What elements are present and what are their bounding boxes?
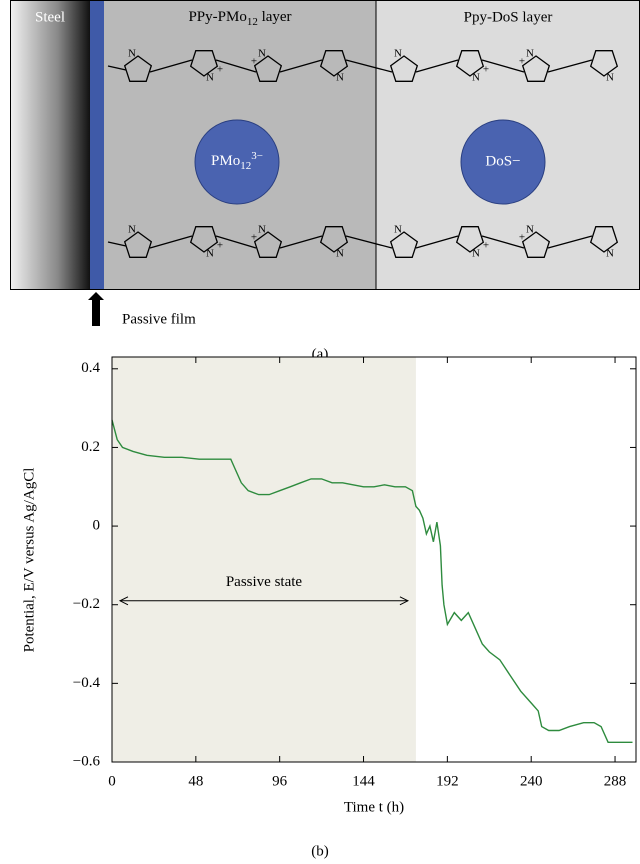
ion-label: DoS− bbox=[485, 153, 520, 169]
x-tick-label: 192 bbox=[436, 773, 459, 789]
text: 12 bbox=[247, 16, 258, 28]
atom: N bbox=[394, 224, 402, 236]
arrow-head bbox=[88, 292, 104, 300]
ion-label: PMo123− bbox=[211, 150, 263, 172]
arrow-head bbox=[399, 596, 410, 606]
ring bbox=[253, 55, 283, 82]
x-axis-label: Time t (h) bbox=[344, 799, 404, 815]
x-tick-label: 96 bbox=[272, 773, 288, 789]
ring bbox=[123, 231, 153, 258]
bond bbox=[149, 59, 193, 73]
bond bbox=[107, 241, 127, 247]
text: 3− bbox=[251, 150, 263, 162]
atom: N bbox=[258, 224, 266, 236]
charge: + bbox=[483, 64, 489, 76]
bond bbox=[279, 235, 323, 249]
text: 12 bbox=[240, 160, 251, 172]
steel-label: Steel bbox=[35, 9, 65, 25]
y-tick-label: −0.4 bbox=[73, 675, 101, 691]
arrow-shaft bbox=[92, 300, 100, 326]
bond bbox=[149, 235, 193, 249]
bond bbox=[279, 59, 323, 73]
y-axis-label: Potential, E/V versus Ag/AgCl bbox=[21, 468, 37, 653]
ring bbox=[589, 226, 619, 253]
y-tick-label: −0.6 bbox=[73, 753, 101, 769]
x-tick-label: 144 bbox=[352, 773, 375, 789]
atom: N bbox=[394, 48, 402, 60]
plot-frame bbox=[111, 356, 637, 763]
bond bbox=[345, 235, 393, 249]
caption: (b) bbox=[311, 843, 329, 859]
ring bbox=[389, 55, 419, 82]
annotation: Passive state bbox=[226, 574, 303, 590]
bond bbox=[107, 65, 127, 71]
x-tick-label: 288 bbox=[604, 773, 627, 789]
arrow-head bbox=[118, 596, 129, 606]
shaded-region bbox=[112, 357, 416, 762]
bond bbox=[415, 59, 459, 73]
ring bbox=[521, 231, 551, 258]
x-tick-label: 0 bbox=[108, 773, 116, 789]
layer-2-title: Ppy-DoS layer bbox=[464, 9, 553, 25]
ring bbox=[189, 50, 219, 77]
layer-1-title: PPy-PMo12 layer bbox=[188, 9, 291, 27]
passive-film bbox=[90, 0, 104, 290]
atom: N bbox=[128, 224, 136, 236]
atom: N bbox=[206, 248, 214, 260]
charge: + bbox=[251, 56, 257, 68]
ion bbox=[194, 119, 280, 205]
x-tick-label: 240 bbox=[520, 773, 543, 789]
text: PMo bbox=[211, 153, 240, 169]
ring bbox=[319, 226, 349, 253]
ring bbox=[123, 55, 153, 82]
charge: + bbox=[217, 64, 223, 76]
charge: + bbox=[251, 232, 257, 244]
bond bbox=[481, 235, 525, 249]
bond bbox=[215, 59, 257, 73]
ring bbox=[589, 50, 619, 77]
ring bbox=[253, 231, 283, 258]
bond bbox=[415, 235, 459, 249]
y-tick-label: 0 bbox=[93, 518, 101, 534]
atom: N bbox=[206, 72, 214, 84]
atom: N bbox=[128, 48, 136, 60]
y-tick-label: 0.2 bbox=[81, 439, 100, 455]
charge: + bbox=[519, 56, 525, 68]
bond bbox=[547, 59, 593, 73]
x-tick-label: 48 bbox=[188, 773, 203, 789]
text: PPy-PMo bbox=[188, 9, 246, 25]
diagram: Steel PPy-PMo12 layer Ppy-DoS layer PMo1… bbox=[10, 0, 640, 362]
data-line bbox=[111, 419, 633, 743]
atom: N bbox=[472, 248, 480, 260]
atom: N bbox=[526, 224, 534, 236]
ring bbox=[389, 231, 419, 258]
ring bbox=[319, 50, 349, 77]
atom: N bbox=[336, 72, 344, 84]
steel bbox=[10, 0, 90, 290]
text: layer bbox=[258, 9, 292, 25]
ion bbox=[460, 119, 546, 205]
ring bbox=[455, 50, 485, 77]
atom: N bbox=[606, 72, 614, 84]
atom: N bbox=[258, 48, 266, 60]
atom: N bbox=[472, 72, 480, 84]
bond bbox=[481, 59, 525, 73]
bond bbox=[547, 235, 593, 249]
charge: + bbox=[519, 232, 525, 244]
y-tick-label: 0.4 bbox=[81, 360, 100, 376]
y-tick-label: −0.2 bbox=[73, 596, 100, 612]
atom: N bbox=[526, 48, 534, 60]
film-label: Passive film bbox=[122, 311, 196, 327]
ring bbox=[189, 226, 219, 253]
ring bbox=[521, 55, 551, 82]
bond bbox=[215, 235, 257, 249]
atom: N bbox=[336, 248, 344, 260]
ring bbox=[455, 226, 485, 253]
bond bbox=[345, 59, 393, 73]
atom: N bbox=[606, 248, 614, 260]
charge: + bbox=[217, 240, 223, 252]
charge: + bbox=[483, 240, 489, 252]
